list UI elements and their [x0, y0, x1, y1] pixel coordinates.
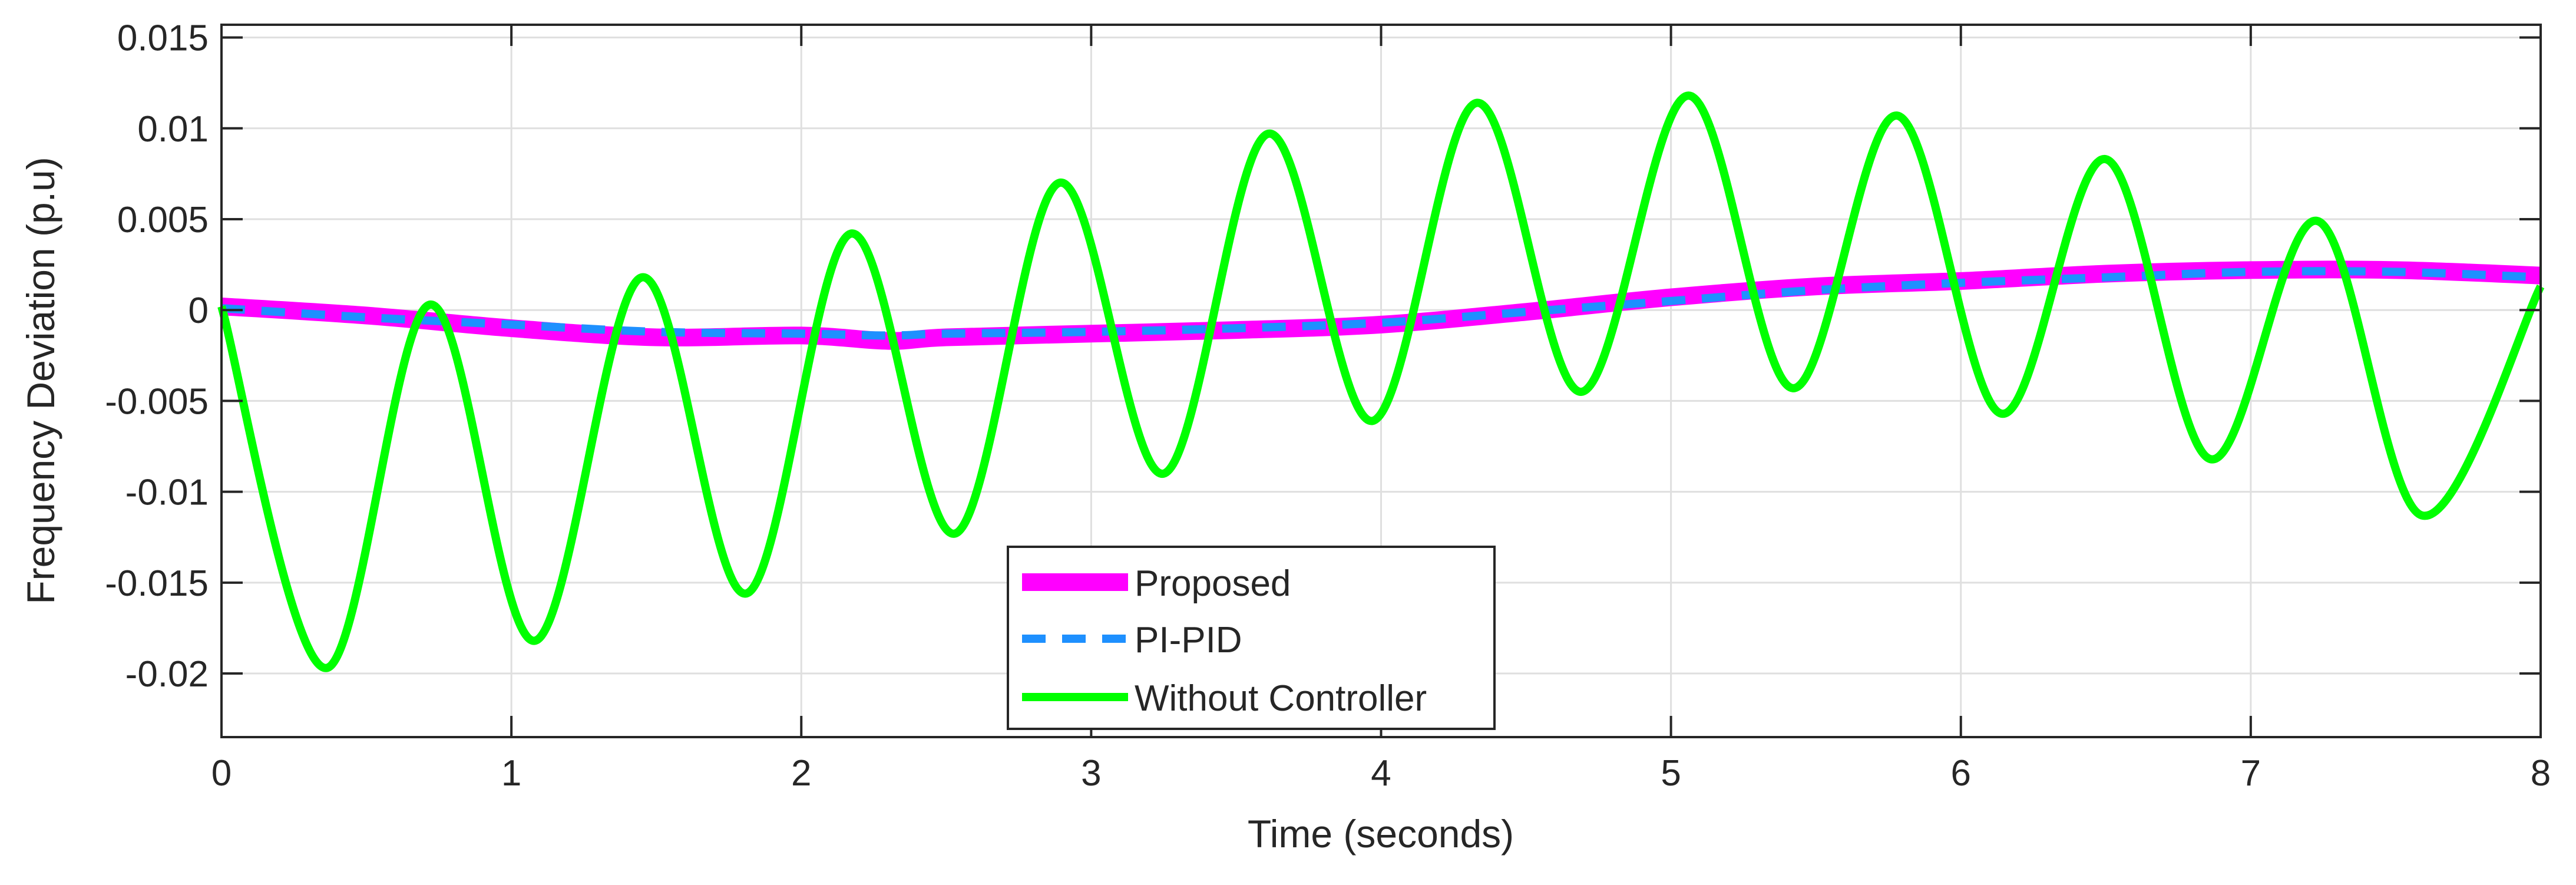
x-tick-label: 4: [1371, 753, 1391, 794]
x-tick-label: 5: [1661, 753, 1681, 794]
y-tick-label: 0.01: [137, 109, 209, 150]
y-tick-labels: 0.015 0.01 0.005 0 -0.005 -0.01 -0.015 -0.02: [105, 18, 209, 695]
x-tick-label: 8: [2531, 753, 2551, 794]
x-tick-label: 0: [211, 753, 232, 794]
x-axis-label: Time (seconds): [1248, 812, 1514, 856]
axis-ticks: [220, 25, 2542, 737]
legend-label-without-controller: Without Controller: [1135, 678, 1427, 719]
y-tick-label: -0.005: [105, 381, 209, 422]
x-tick-label: 3: [1081, 753, 1101, 794]
y-tick-label: 0.005: [117, 200, 209, 240]
x-tick-label: 1: [501, 753, 521, 794]
series-line-pi-pid: [221, 267, 2541, 340]
x-tick-label: 7: [2241, 753, 2261, 794]
legend-label-proposed: Proposed: [1135, 563, 1291, 604]
series-line-without-controller: [217, 91, 2545, 672]
y-tick-label: -0.015: [105, 563, 209, 604]
x-tick-label: 6: [1951, 753, 1971, 794]
legend: Proposed PI-PID Without Controller: [1007, 546, 1496, 730]
y-tick-label: 0.015: [117, 18, 209, 59]
y-tick-label: 0: [189, 290, 209, 331]
y-tick-label: -0.02: [125, 654, 209, 695]
x-tick-label: 2: [791, 753, 811, 794]
y-axis-label: Frequency Deviation (p.u): [19, 157, 62, 604]
series-lines: [217, 91, 2545, 672]
x-tick-labels: 0 1 2 3 4 5 6 7 8: [211, 753, 2551, 794]
legend-label-pi-pid: PI-PID: [1135, 620, 1242, 661]
y-tick-label: -0.01: [125, 473, 209, 513]
